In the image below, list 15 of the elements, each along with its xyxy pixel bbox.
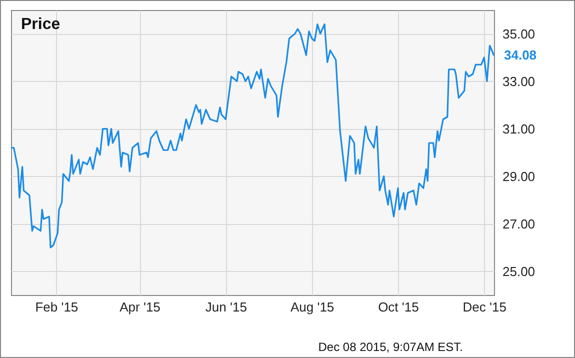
y-tick-label: 25.00 [502,264,536,279]
y-tick-label: 35.00 [502,26,536,42]
x-tick-label: Dec '15 [462,300,506,314]
y-tick-label: 33.00 [502,74,536,89]
x-tick-label: Oct '15 [378,300,419,314]
x-tick-label: Aug '15 [290,300,334,314]
annotation: 34.08 [504,48,537,63]
y-tick-label: 29.00 [502,168,536,184]
x-tick-label: Feb '15 [35,300,78,314]
x-tick-label: Jun '15 [205,300,247,314]
y-tick-label: 27.00 [502,216,536,232]
text: Dec 08 2015, 9:07AM EST. [318,340,463,354]
x-tick-label: Apr '15 [120,300,160,314]
chart-title: Price [21,16,60,33]
y-tick-label: 31.00 [502,121,536,136]
